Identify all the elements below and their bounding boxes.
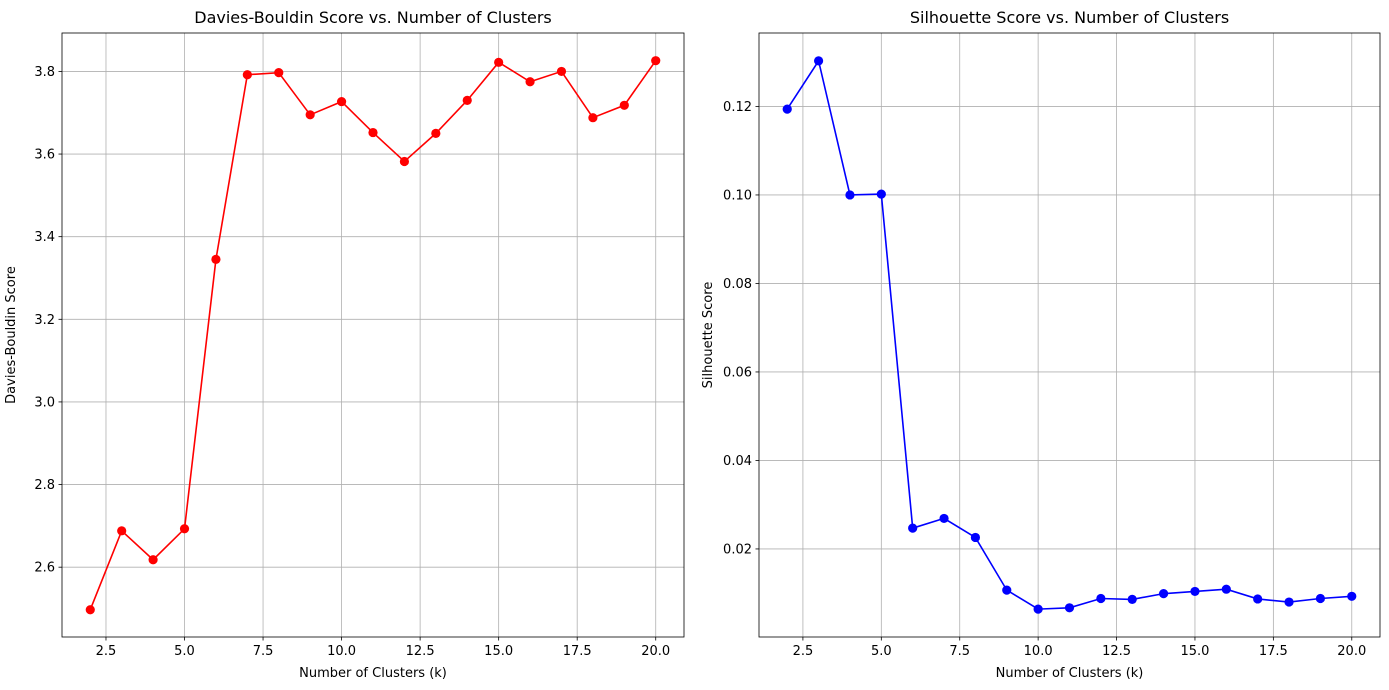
x-tick-label: 10.0	[1024, 644, 1053, 659]
y-tick-label: 0.10	[723, 188, 752, 203]
y-tick-label: 3.2	[34, 313, 55, 328]
chart-title: Silhouette Score vs. Number of Clusters	[910, 8, 1229, 27]
data-point	[211, 254, 221, 264]
data-point	[242, 70, 252, 80]
x-tick-label: 17.5	[1259, 644, 1288, 659]
y-tick-label: 0.12	[723, 100, 752, 115]
data-point	[908, 523, 918, 533]
data-point	[1096, 593, 1106, 604]
y-tick-label: 0.06	[723, 365, 752, 380]
data-point	[1284, 597, 1294, 607]
y-tick-label: 0.02	[723, 542, 752, 557]
x-tick-label: 12.5	[1102, 644, 1131, 659]
davies-bouldin-chart: Davies-Bouldin Score vs. Number of Clust…	[4, 8, 685, 681]
data-point	[970, 532, 981, 543]
data-point	[117, 526, 127, 536]
y-axis-label: Davies-Bouldin Score	[4, 266, 19, 404]
y-tick-label: 3.4	[34, 230, 55, 245]
y-axis-label: Silhouette Score	[701, 282, 716, 389]
data-point	[876, 189, 886, 199]
data-point	[1253, 594, 1263, 604]
data-point	[1127, 594, 1137, 604]
data-point	[1033, 604, 1043, 614]
data-point	[1315, 593, 1326, 604]
x-tick-label: 15.0	[1180, 644, 1209, 659]
data-point	[494, 57, 504, 67]
data-point	[1190, 586, 1200, 597]
data-point	[85, 605, 95, 615]
data-point	[845, 190, 855, 200]
data-point	[619, 100, 629, 110]
x-tick-label: 7.5	[949, 644, 970, 659]
data-point	[179, 524, 190, 534]
data-point	[148, 555, 158, 565]
x-tick-label: 15.0	[484, 644, 513, 659]
data-point	[462, 95, 472, 105]
data-point	[399, 156, 410, 167]
chart-title: Davies-Bouldin Score vs. Number of Clust…	[194, 8, 551, 27]
series-line	[89, 60, 657, 611]
y-tick-label: 0.08	[723, 277, 752, 292]
x-tick-label: 10.0	[327, 644, 356, 659]
x-axis-label: Number of Clusters (k)	[996, 666, 1144, 681]
grid	[62, 33, 684, 637]
plot-frame	[758, 32, 1381, 638]
data-point	[336, 96, 347, 107]
plot-frame	[61, 32, 685, 638]
data-point	[305, 110, 315, 120]
y-tick-label: 0.04	[723, 454, 752, 469]
x-tick-label: 20.0	[1337, 644, 1366, 659]
y-tick-label: 2.6	[34, 561, 55, 576]
x-tick-label: 5.0	[174, 644, 195, 659]
data-point	[588, 113, 598, 123]
data-point	[525, 77, 535, 87]
data-point	[1221, 584, 1231, 594]
data-point	[813, 56, 824, 66]
data-point	[782, 104, 792, 114]
x-tick-label: 2.5	[793, 644, 814, 659]
y-tick-label: 2.8	[34, 478, 55, 493]
data-point	[1158, 589, 1169, 599]
x-tick-label: 12.5	[406, 644, 435, 659]
data-point	[431, 128, 441, 138]
data-point	[1002, 585, 1012, 595]
y-tick-label: 3.0	[34, 395, 55, 410]
data-point	[368, 127, 378, 138]
x-tick-label: 7.5	[253, 644, 274, 659]
data-point	[556, 66, 567, 77]
data-point	[939, 513, 949, 524]
data-point	[274, 68, 284, 78]
data-point	[1347, 591, 1357, 601]
y-tick-label: 3.6	[34, 148, 55, 163]
x-tick-label: 2.5	[96, 644, 117, 659]
data-point	[651, 56, 661, 66]
data-point	[1064, 603, 1075, 613]
silhouette-chart: Silhouette Score vs. Number of Clusters …	[701, 8, 1381, 681]
grid	[759, 33, 1380, 637]
x-tick-label: 20.0	[641, 644, 670, 659]
series-line	[786, 58, 1352, 610]
x-tick-label: 5.0	[871, 644, 892, 659]
x-tick-label: 17.5	[563, 644, 592, 659]
x-axis-label: Number of Clusters (k)	[299, 666, 447, 681]
y-tick-label: 3.8	[34, 65, 55, 80]
